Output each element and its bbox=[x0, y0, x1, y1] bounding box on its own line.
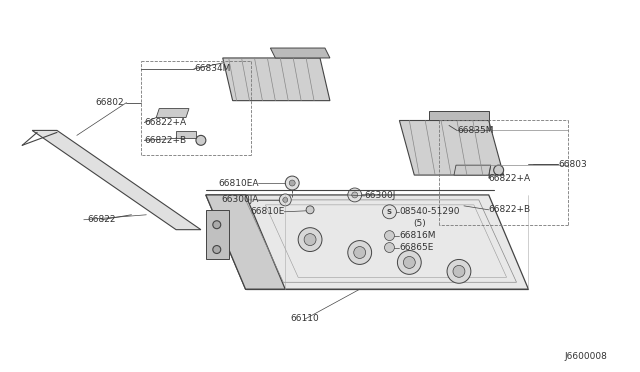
Polygon shape bbox=[399, 121, 504, 175]
Text: 66822+B: 66822+B bbox=[489, 205, 531, 214]
Circle shape bbox=[285, 176, 299, 190]
Polygon shape bbox=[206, 210, 228, 259]
Text: 66803: 66803 bbox=[558, 160, 587, 169]
Polygon shape bbox=[270, 48, 330, 58]
Circle shape bbox=[403, 256, 415, 268]
Text: 66822+B: 66822+B bbox=[145, 136, 186, 145]
Polygon shape bbox=[206, 195, 529, 289]
Text: 66835M: 66835M bbox=[457, 126, 493, 135]
Circle shape bbox=[352, 192, 358, 198]
Polygon shape bbox=[454, 202, 484, 210]
Polygon shape bbox=[206, 195, 285, 289]
Text: 66834M: 66834M bbox=[194, 64, 230, 73]
Text: 08540-51290: 08540-51290 bbox=[399, 207, 460, 216]
Text: 66810EA: 66810EA bbox=[218, 179, 259, 187]
Circle shape bbox=[213, 221, 221, 229]
Polygon shape bbox=[223, 58, 330, 101]
Circle shape bbox=[289, 180, 295, 186]
Text: 66822: 66822 bbox=[88, 215, 116, 224]
Polygon shape bbox=[176, 131, 196, 138]
Circle shape bbox=[348, 188, 362, 202]
Text: S: S bbox=[387, 209, 392, 215]
Circle shape bbox=[213, 246, 221, 253]
Text: (5): (5) bbox=[413, 219, 426, 228]
Circle shape bbox=[447, 259, 471, 283]
Circle shape bbox=[304, 234, 316, 246]
Polygon shape bbox=[32, 131, 201, 230]
Circle shape bbox=[493, 165, 504, 175]
Polygon shape bbox=[156, 109, 189, 118]
Text: 66810E: 66810E bbox=[250, 207, 284, 216]
Text: 66822+A: 66822+A bbox=[489, 174, 531, 183]
Text: 66300JA: 66300JA bbox=[221, 195, 259, 204]
Polygon shape bbox=[454, 165, 491, 175]
Circle shape bbox=[348, 241, 372, 264]
Circle shape bbox=[283, 198, 288, 202]
Circle shape bbox=[383, 205, 396, 219]
Text: 66300J: 66300J bbox=[365, 192, 396, 201]
Text: 66110: 66110 bbox=[291, 314, 319, 324]
Text: 66865E: 66865E bbox=[399, 243, 434, 252]
Circle shape bbox=[385, 243, 394, 253]
Circle shape bbox=[298, 228, 322, 251]
Polygon shape bbox=[429, 110, 489, 121]
Circle shape bbox=[397, 250, 421, 274]
Text: 66816M: 66816M bbox=[399, 231, 436, 240]
Text: J6600008: J6600008 bbox=[565, 352, 608, 361]
Circle shape bbox=[385, 231, 394, 241]
Circle shape bbox=[354, 247, 365, 259]
Circle shape bbox=[196, 135, 206, 145]
Circle shape bbox=[306, 206, 314, 214]
Text: 66822+A: 66822+A bbox=[145, 118, 186, 127]
Circle shape bbox=[279, 194, 291, 206]
Text: 66802: 66802 bbox=[96, 98, 124, 107]
Circle shape bbox=[453, 265, 465, 277]
